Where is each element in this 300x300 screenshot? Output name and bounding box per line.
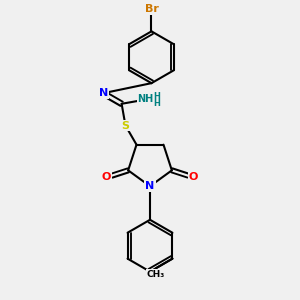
- Text: H: H: [154, 99, 160, 108]
- Text: H: H: [154, 92, 160, 101]
- Text: CH₃: CH₃: [146, 270, 165, 279]
- Text: O: O: [102, 172, 111, 182]
- Text: S: S: [122, 121, 130, 130]
- Text: O: O: [189, 172, 198, 182]
- Text: N: N: [99, 88, 108, 98]
- Text: NH: NH: [137, 94, 154, 104]
- Text: Br: Br: [145, 4, 158, 14]
- Text: N: N: [146, 181, 154, 191]
